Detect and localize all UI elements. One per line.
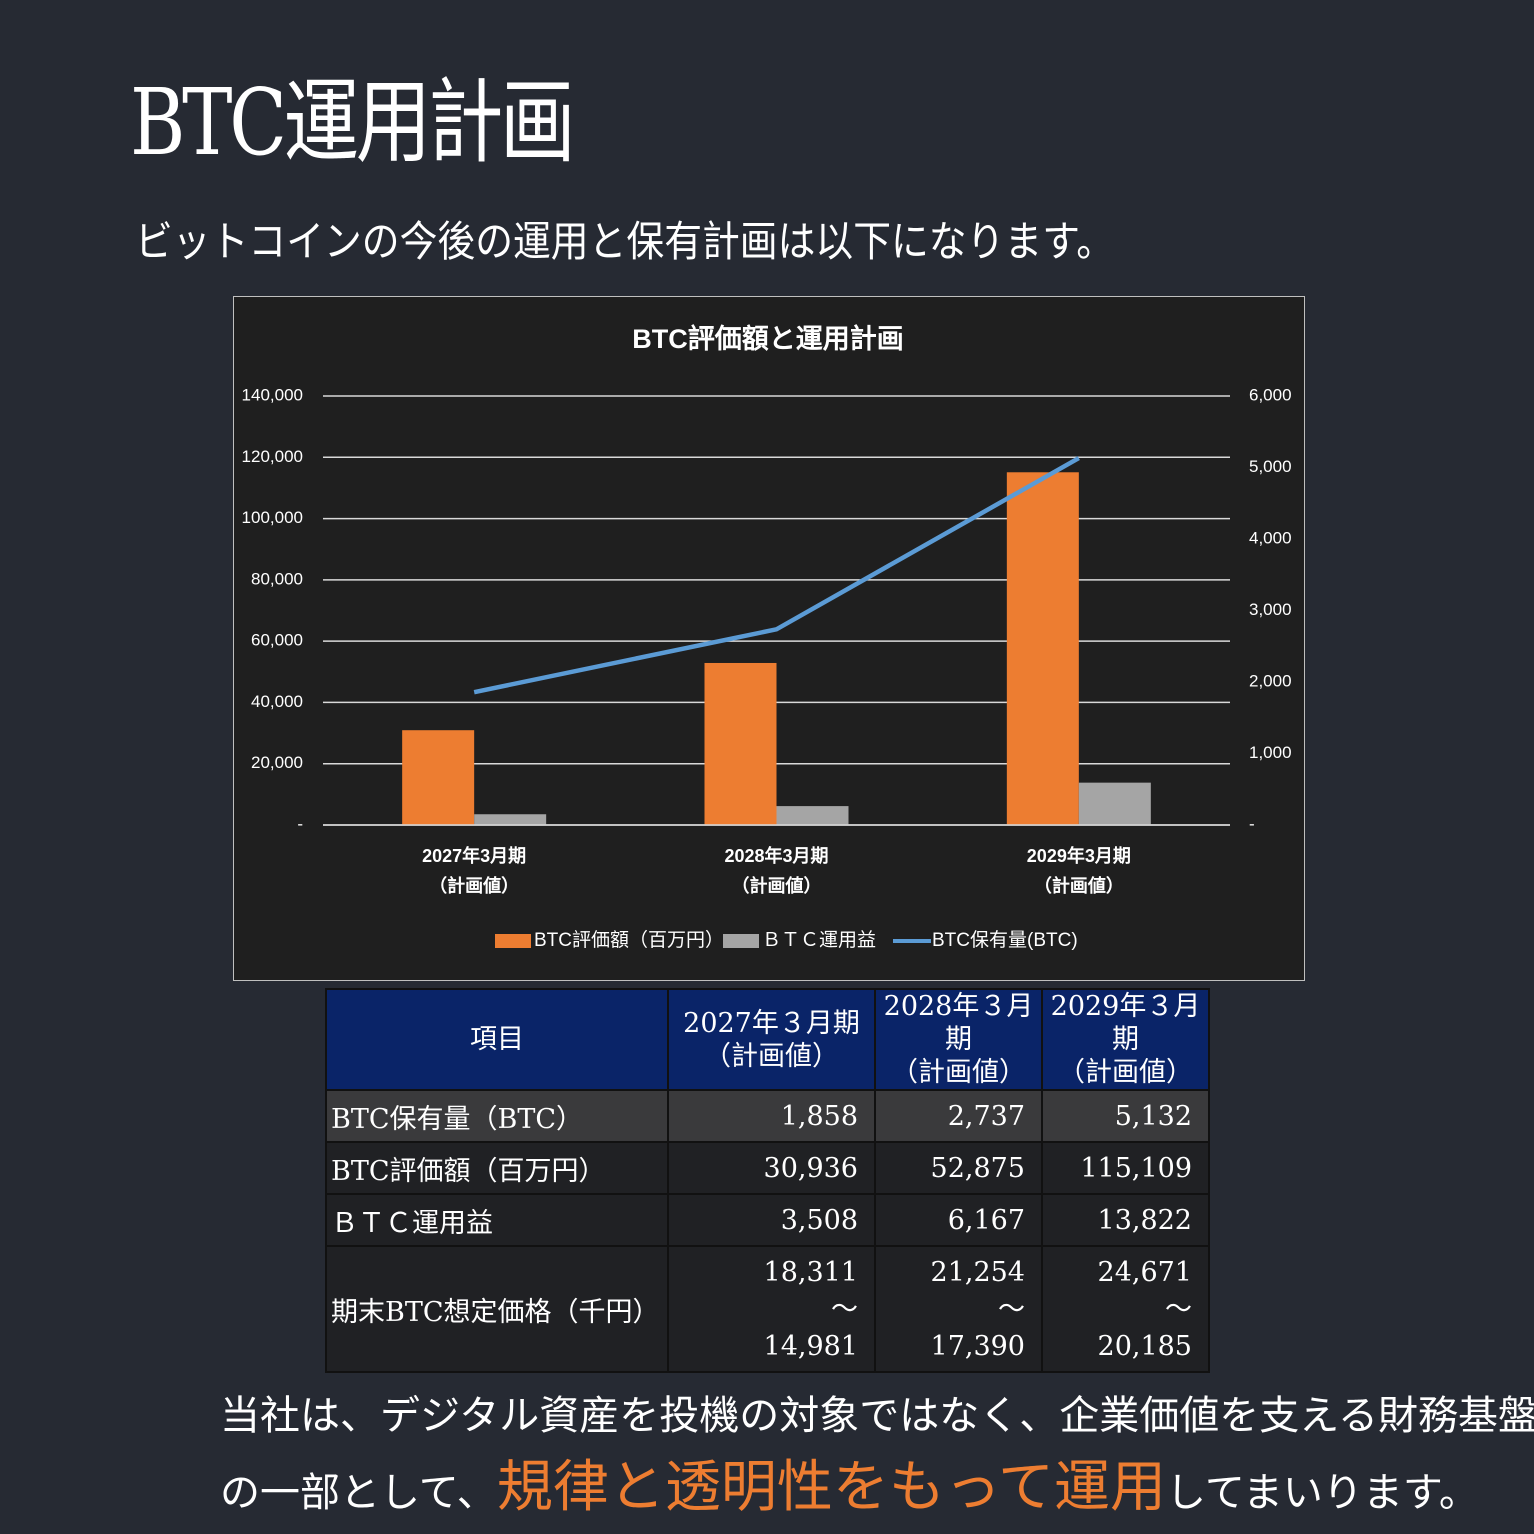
- table-row: 期末BTC想定価格（千円） 18,311 ～ 14,981 21,254 ～ 17,390 2…: [325, 1245, 1210, 1373]
- x-tick-label: 2029年3月期: [1027, 845, 1131, 866]
- table-row: BTC評価額（百万円） 30,936 52,875 115,109: [325, 1141, 1210, 1195]
- table-cell: 2027年３月期 （計画値）: [667, 988, 876, 1091]
- y2-tick-label: 6,000: [1249, 385, 1292, 404]
- legend-swatch: [723, 934, 759, 948]
- table-cell: 3,508: [667, 1193, 876, 1247]
- y-tick-label: 80,000: [251, 569, 303, 588]
- legend-swatch: [495, 934, 531, 948]
- x-tick-label: （計画値）: [732, 875, 822, 896]
- cell-line: 2027年３月期: [683, 1007, 860, 1039]
- y2-tick-label: 5,000: [1249, 457, 1292, 476]
- y2-tick-label: 3,000: [1249, 600, 1292, 619]
- cell-line: （計画値）: [1058, 1057, 1193, 1088]
- table-cell: 2,737: [874, 1089, 1043, 1143]
- table-cell: 2029年３月期 （計画値）: [1041, 988, 1210, 1091]
- table-cell: 項目: [325, 988, 669, 1091]
- table-cell: 52,875: [874, 1141, 1043, 1195]
- table-cell: 1,858: [667, 1089, 876, 1143]
- chart: BTC評価額と運用計画 - 20,000 40,000 60,000 80,000 100…: [233, 296, 1305, 981]
- x-tick-label: 2027年3月期: [422, 845, 526, 866]
- y2-tick-label: 2,000: [1249, 671, 1292, 690]
- footer-text-part: の一部として、: [220, 1470, 497, 1516]
- y-tick-label: 100,000: [242, 508, 303, 527]
- bar: [776, 806, 849, 825]
- x-tick-label: （計画値）: [429, 875, 519, 896]
- table-row: ＢＴＣ運用益 3,508 6,167 13,822: [325, 1193, 1210, 1247]
- table-cell: 13,822: [1041, 1193, 1210, 1247]
- cell-line: 14,981: [763, 1330, 858, 1362]
- cell-line: 2029年３月期: [1050, 991, 1201, 1055]
- chart-frame: [233, 296, 1305, 981]
- cell-line: 2028年３月期: [883, 991, 1034, 1055]
- y2-tick-label: -: [1249, 814, 1255, 833]
- legend-label: ＢＴＣ運用益: [762, 929, 876, 951]
- table-cell: 5,132: [1041, 1089, 1210, 1143]
- table-cell: 18,311 ～ 14,981: [667, 1245, 876, 1373]
- bar: [1078, 782, 1151, 825]
- table-cell: ＢＴＣ運用益: [325, 1193, 669, 1247]
- y-tick-label: 140,000: [242, 385, 303, 404]
- cell-line: ～: [998, 1293, 1025, 1325]
- slide-title: BTC運用計画: [130, 69, 576, 176]
- table-header: 項目 2027年３月期 （計画値） 2028年３月期 （計画値） 2029年３月期 （計画値…: [325, 988, 1210, 1091]
- table-cell: 24,671 ～ 20,185: [1041, 1245, 1210, 1373]
- table-cell: 115,109: [1041, 1141, 1210, 1195]
- cell-line: 17,390: [930, 1330, 1025, 1362]
- table-cell: 期末BTC想定価格（千円）: [325, 1245, 669, 1373]
- chart-title: BTC評価額と運用計画: [632, 323, 904, 354]
- y-tick-label: 60,000: [251, 631, 303, 650]
- footer-text: 当社は、デジタル資産を投機の対象ではなく、企業価値を支える財務基盤 の一部として…: [220, 1380, 1534, 1529]
- table-cell: 30,936: [667, 1141, 876, 1195]
- y2-tick-label: 4,000: [1249, 528, 1292, 547]
- legend-label: BTC評価額（百万円）: [534, 929, 724, 951]
- x-tick-label: （計画値）: [1034, 875, 1124, 896]
- cell-line: 18,311: [763, 1256, 858, 1288]
- y-tick-label: 120,000: [242, 447, 303, 466]
- footer-line: の一部として、規律と透明性をもって運用してまいります。: [220, 1452, 1534, 1529]
- cell-line: （計画値）: [891, 1057, 1026, 1088]
- cell-line: 24,671: [1097, 1256, 1192, 1288]
- cell-line: （計画値）: [704, 1040, 839, 1072]
- x-tick-label: 2028年3月期: [724, 845, 828, 866]
- footer-highlight: 規律と透明性をもって運用: [496, 1455, 1167, 1520]
- bar: [704, 662, 777, 825]
- bar: [474, 814, 547, 825]
- cell-line: ～: [1165, 1293, 1192, 1325]
- legend-label: BTC保有量(BTC): [932, 929, 1078, 951]
- table-cell: BTC評価額（百万円）: [325, 1141, 669, 1195]
- bar: [402, 730, 475, 825]
- table-cell: 2028年３月期 （計画値）: [874, 988, 1043, 1091]
- table-cell: 6,167: [874, 1193, 1043, 1247]
- y-tick-label: -: [297, 814, 303, 833]
- y-tick-label: 20,000: [251, 753, 303, 772]
- y-tick-label: 40,000: [251, 692, 303, 711]
- cell-line: ～: [831, 1293, 858, 1325]
- slide-subtitle: ビットコインの今後の運用と保有計画は以下になります。: [135, 217, 1115, 266]
- table-cell: 21,254 ～ 17,390: [874, 1245, 1043, 1373]
- bar: [1006, 472, 1079, 825]
- table-row: BTC保有量（BTC） 1,858 2,737 5,132: [325, 1089, 1210, 1143]
- line-series: [473, 456, 1080, 695]
- footer-line: 当社は、デジタル資産を投機の対象ではなく、企業価値を支える財務基盤: [220, 1393, 1534, 1439]
- data-table: 項目 2027年３月期 （計画値） 2028年３月期 （計画値） 2029年３月期 （計画値…: [325, 988, 1210, 1373]
- cell-line: 21,254: [930, 1256, 1025, 1288]
- cell-line: 20,185: [1097, 1330, 1192, 1362]
- y2-tick-label: 1,000: [1249, 743, 1292, 762]
- table-cell: BTC保有量（BTC）: [325, 1089, 669, 1143]
- footer-text-part: してまいります。: [1166, 1470, 1479, 1516]
